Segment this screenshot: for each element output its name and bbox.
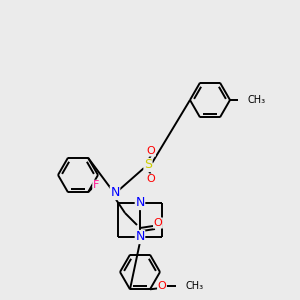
Text: O: O: [158, 281, 166, 291]
Text: N: N: [135, 230, 145, 244]
Text: S: S: [144, 158, 152, 172]
Text: N: N: [135, 196, 145, 209]
Text: O: O: [154, 218, 162, 228]
Text: CH₃: CH₃: [185, 281, 203, 291]
Text: F: F: [93, 180, 99, 190]
Text: CH₃: CH₃: [248, 95, 266, 105]
Text: O: O: [147, 146, 155, 156]
Text: N: N: [110, 187, 120, 200]
Text: O: O: [147, 174, 155, 184]
